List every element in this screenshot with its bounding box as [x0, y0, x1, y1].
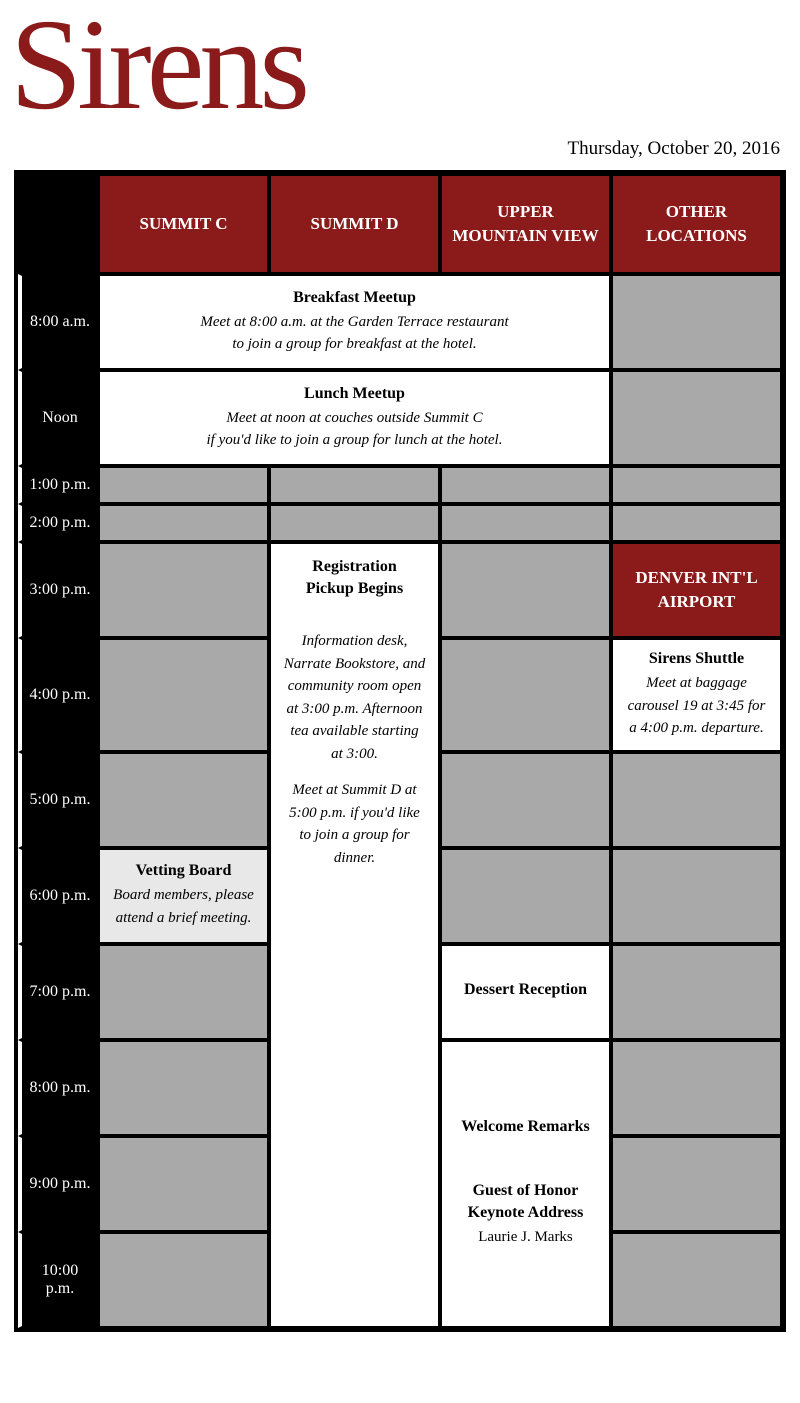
time-1900: 7:00 p.m. [18, 944, 98, 1040]
row-noon: Noon Lunch Meetup Meet at noon at couche… [18, 370, 782, 466]
time-1800: 6:00 p.m. [18, 848, 98, 944]
sirens-logo: Sirens [10, 0, 305, 130]
time-1400: 2:00 p.m. [18, 504, 98, 542]
empty-cell [611, 1136, 782, 1232]
empty-cell [269, 466, 440, 504]
time-1300: 1:00 p.m. [18, 466, 98, 504]
row-1500: 3:00 p.m. Registration Pickup Begins Inf… [18, 542, 782, 638]
col-summit-c: SUMMIT C [98, 174, 269, 274]
breakfast-desc2: to join a group for breakfast at the hot… [112, 333, 597, 356]
empty-cell [98, 1040, 269, 1136]
empty-cell [611, 848, 782, 944]
shuttle-desc: Meet at baggage carousel 19 at 3:45 for … [625, 672, 768, 740]
corner-cell [18, 174, 98, 274]
lunch-desc2: if you'd like to join a group for lunch … [112, 429, 597, 452]
time-1700: 5:00 p.m. [18, 752, 98, 848]
empty-cell [98, 1136, 269, 1232]
col-upper-mountain: UPPER MOUNTAIN VIEW [440, 174, 611, 274]
empty-cell [98, 1232, 269, 1328]
empty-cell [440, 752, 611, 848]
schedule-table: SUMMIT C SUMMIT D UPPER MOUNTAIN VIEW OT… [14, 170, 786, 1332]
registration-desc2: Meet at Summit D at 5:00 p.m. if you'd l… [283, 779, 426, 869]
empty-cell [440, 638, 611, 752]
empty-cell [440, 542, 611, 638]
header-row: SUMMIT C SUMMIT D UPPER MOUNTAIN VIEW OT… [18, 174, 782, 274]
empty-cell [440, 504, 611, 542]
time-noon: Noon [18, 370, 98, 466]
col-other: OTHER LOCATIONS [611, 174, 782, 274]
empty-cell [98, 466, 269, 504]
shuttle-title: Sirens Shuttle [625, 650, 768, 668]
time-1500: 3:00 p.m. [18, 542, 98, 638]
event-airport: DENVER INT'L AIRPORT [611, 542, 782, 638]
registration-title2: Pickup Begins [283, 580, 426, 598]
empty-cell [98, 504, 269, 542]
vetting-desc: Board members, please attend a brief mee… [112, 884, 255, 929]
time-0800: 8:00 a.m. [18, 274, 98, 370]
breakfast-title: Breakfast Meetup [112, 289, 597, 307]
event-dessert: Dessert Reception [440, 944, 611, 1040]
page-header: Sirens Thursday, October 20, 2016 [0, 0, 800, 170]
event-registration: Registration Pickup Begins Information d… [269, 542, 440, 1328]
event-vetting: Vetting Board Board members, please atte… [98, 848, 269, 944]
time-2200: 10:00 p.m. [18, 1232, 98, 1328]
lunch-title: Lunch Meetup [112, 385, 597, 403]
empty-cell [98, 542, 269, 638]
empty-cell [269, 504, 440, 542]
keynote-title2: Keynote Address [454, 1204, 597, 1222]
empty-cell [611, 504, 782, 542]
empty-cell [98, 752, 269, 848]
breakfast-desc1: Meet at 8:00 a.m. at the Garden Terrace … [112, 311, 597, 334]
vetting-title: Vetting Board [112, 862, 255, 880]
row-0800: 8:00 a.m. Breakfast Meetup Meet at 8:00 … [18, 274, 782, 370]
empty-cell [611, 944, 782, 1040]
row-1300: 1:00 p.m. [18, 466, 782, 504]
col-summit-d: SUMMIT D [269, 174, 440, 274]
empty-cell [98, 944, 269, 1040]
empty-cell [611, 752, 782, 848]
registration-desc1: Information desk, Narrate Bookstore, and… [283, 630, 426, 765]
welcome-title: Welcome Remarks [454, 1118, 597, 1136]
registration-title1: Registration [283, 558, 426, 576]
keynote-title1: Guest of Honor [454, 1182, 597, 1200]
time-1600: 4:00 p.m. [18, 638, 98, 752]
empty-cell [440, 466, 611, 504]
event-welcome-keynote: Welcome Remarks Guest of Honor Keynote A… [440, 1040, 611, 1328]
dessert-title: Dessert Reception [454, 981, 597, 999]
empty-cell [611, 466, 782, 504]
empty-cell [611, 1040, 782, 1136]
empty-cell [98, 638, 269, 752]
event-breakfast: Breakfast Meetup Meet at 8:00 a.m. at th… [98, 274, 611, 370]
row-1400: 2:00 p.m. [18, 504, 782, 542]
time-2000: 8:00 p.m. [18, 1040, 98, 1136]
event-shuttle: Sirens Shuttle Meet at baggage carousel … [611, 638, 782, 752]
empty-cell [440, 848, 611, 944]
page-date: Thursday, October 20, 2016 [568, 138, 780, 160]
event-lunch: Lunch Meetup Meet at noon at couches out… [98, 370, 611, 466]
time-2100: 9:00 p.m. [18, 1136, 98, 1232]
lunch-desc1: Meet at noon at couches outside Summit C [112, 407, 597, 430]
empty-cell [611, 370, 782, 466]
empty-cell [611, 1232, 782, 1328]
keynote-speaker: Laurie J. Marks [454, 1226, 597, 1249]
empty-cell [611, 274, 782, 370]
